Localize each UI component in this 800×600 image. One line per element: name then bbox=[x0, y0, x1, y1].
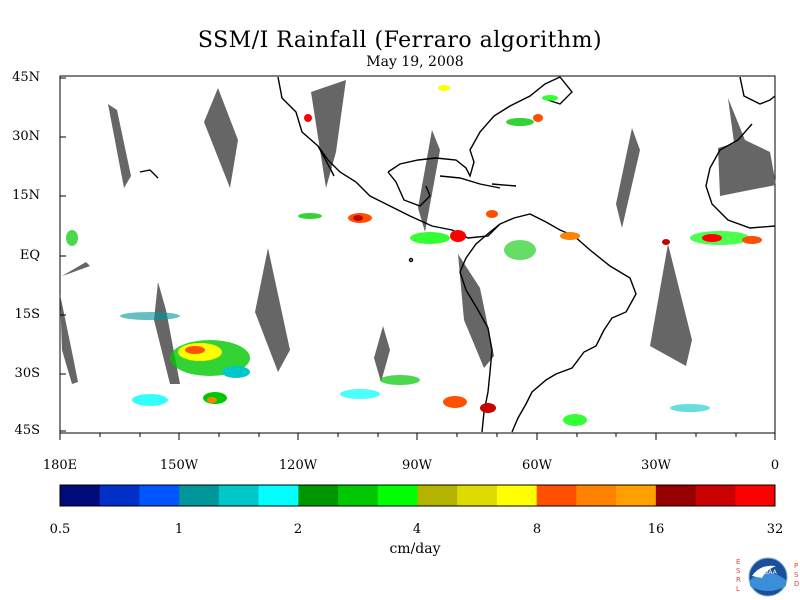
map-frame bbox=[59, 75, 776, 434]
axis-ticks bbox=[59, 77, 776, 440]
noaa-emblem-icon: NOAA bbox=[748, 557, 788, 597]
lon-label-120w: 120W bbox=[278, 458, 318, 473]
colorbar-cell bbox=[536, 485, 577, 506]
colorbar-cell bbox=[99, 485, 140, 506]
lon-label-180e: 180E bbox=[42, 458, 78, 473]
colorbar-cell bbox=[457, 485, 498, 506]
colorbar-tick-16: 16 bbox=[647, 522, 665, 537]
colorbar-tick-0-5: 0.5 bbox=[49, 522, 71, 537]
map-title: SSM/I Rainfall (Ferraro algorithm) bbox=[197, 28, 603, 53]
lat-label-eq: EQ bbox=[19, 248, 40, 263]
lat-label-45n: 45N bbox=[12, 70, 40, 85]
colorbar-units: cm/day bbox=[389, 541, 441, 557]
colorbar-cell bbox=[616, 485, 657, 506]
colorbar-cell bbox=[139, 485, 180, 506]
lon-label-90w: 90W bbox=[402, 458, 432, 473]
colorbar-cell bbox=[377, 485, 418, 506]
colorbar-cell bbox=[417, 485, 458, 506]
colorbar-cell bbox=[735, 485, 776, 506]
colorbar-cell bbox=[298, 485, 339, 506]
map-date: May 19, 2008 bbox=[366, 54, 464, 70]
lat-label-45s: 45S bbox=[14, 423, 40, 438]
colorbar-tick-4: 4 bbox=[412, 522, 422, 537]
colorbar-tick-32: 32 bbox=[766, 522, 784, 537]
colorbar-tick-1: 1 bbox=[174, 522, 184, 537]
noaa-badge-text: NOAA bbox=[759, 569, 777, 576]
colorbar-tick-8: 8 bbox=[532, 522, 542, 537]
lat-label-30n: 30N bbox=[12, 129, 40, 144]
colorbar-frame bbox=[59, 484, 776, 507]
lon-label-150w: 150W bbox=[159, 458, 199, 473]
lat-label-30s: 30S bbox=[14, 366, 40, 381]
lat-label-15n: 15N bbox=[12, 188, 40, 203]
colorbar-cell bbox=[258, 485, 299, 506]
lon-label-60w: 60W bbox=[522, 458, 552, 473]
colorbar-cell bbox=[179, 485, 220, 506]
colorbar-cell bbox=[218, 485, 260, 506]
colorbar-cell bbox=[496, 485, 538, 506]
lat-label-15s: 15S bbox=[14, 307, 40, 322]
colorbar-cell bbox=[60, 485, 101, 506]
colorbar-cell bbox=[576, 485, 617, 506]
colorbar-cells bbox=[60, 485, 776, 506]
rainfall-areas bbox=[66, 85, 762, 426]
colorbar-cell bbox=[695, 485, 736, 506]
lon-label-30w: 30W bbox=[641, 458, 671, 473]
lon-label-0: 0 bbox=[770, 458, 780, 473]
colorbar-cell bbox=[655, 485, 697, 506]
colorbar-tick-2: 2 bbox=[293, 522, 303, 537]
colorbar-cell bbox=[338, 485, 379, 506]
